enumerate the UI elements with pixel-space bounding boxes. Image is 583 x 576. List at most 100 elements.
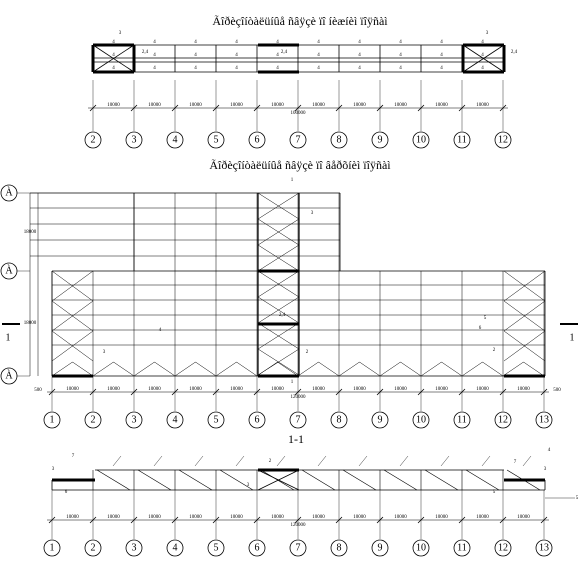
label: 1 — [291, 178, 294, 183]
label: 5 — [214, 414, 219, 425]
label: 4 — [399, 53, 402, 58]
label: 7 — [514, 460, 517, 465]
label: 3 — [103, 350, 106, 355]
label: 10000 — [476, 103, 489, 108]
label: 10000 — [476, 515, 489, 520]
axis-bubble — [453, 411, 471, 429]
axis-bubble — [494, 131, 512, 149]
label: 6 — [479, 326, 482, 331]
axis-bubble — [289, 131, 307, 149]
label: 10000 — [394, 103, 407, 108]
line — [342, 469, 377, 491]
axis-bubble — [248, 539, 266, 557]
label: 4 — [317, 53, 320, 58]
label: 1 — [6, 332, 11, 343]
label: 4 — [153, 40, 156, 45]
line — [317, 455, 327, 467]
label: 4 — [173, 134, 178, 145]
label: 4 — [548, 448, 551, 453]
section-label: 1-1 — [288, 432, 304, 446]
axis-bubble — [207, 131, 225, 149]
label: 13 — [539, 414, 549, 425]
label: 10 — [416, 542, 426, 553]
label: 4 — [276, 66, 279, 71]
label: 3 — [311, 211, 314, 216]
label: 13 — [539, 542, 549, 553]
label: 4 — [317, 66, 320, 71]
label: 10000 — [230, 515, 243, 520]
line — [506, 469, 541, 491]
label: 4 — [194, 40, 197, 45]
label: 4 — [235, 40, 238, 45]
line — [276, 455, 286, 467]
axis-bubble — [453, 131, 471, 149]
label: 8 — [337, 542, 342, 553]
label: 4 — [276, 53, 279, 58]
label: 4 — [194, 66, 197, 71]
label: 10000 — [353, 387, 366, 392]
label: 4 — [481, 53, 484, 58]
label: 2 — [493, 348, 496, 353]
axis-bubble — [330, 411, 348, 429]
label: 9 — [378, 542, 383, 553]
label: 10000 — [353, 103, 366, 108]
line — [137, 469, 172, 491]
label: 10000 — [517, 515, 530, 520]
label: 10000 — [271, 387, 284, 392]
line — [503, 300, 546, 332]
label: 10000 — [107, 515, 120, 520]
label: 6 — [65, 490, 68, 495]
label: 5 — [214, 134, 219, 145]
label: 7 — [296, 134, 301, 145]
line — [96, 469, 131, 491]
axis-bubble — [84, 131, 102, 149]
label: 120000 — [291, 523, 307, 528]
label: 1 — [570, 332, 575, 343]
axis-bubble — [412, 539, 430, 557]
label: 10000 — [312, 515, 325, 520]
label: 3 — [486, 31, 489, 36]
label: 10000 — [148, 387, 161, 392]
label: À — [5, 186, 13, 198]
label: 10000 — [148, 103, 161, 108]
label: 2,4 — [142, 50, 149, 55]
label: 5 — [493, 490, 496, 495]
line — [522, 455, 532, 467]
axis-bubble — [248, 131, 266, 149]
label: 2 — [91, 134, 96, 145]
label: 8 — [337, 414, 342, 425]
label: 10000 — [271, 103, 284, 108]
label: 6 — [255, 134, 260, 145]
label: 4 — [399, 40, 402, 45]
label: 1 — [50, 542, 55, 553]
label: 12 — [498, 134, 508, 145]
axis-bubble — [207, 539, 225, 557]
label: 11 — [457, 414, 467, 425]
label: 7 — [296, 414, 301, 425]
line — [219, 469, 254, 491]
label: 4 — [440, 66, 443, 71]
label: 2 — [269, 459, 272, 464]
label: 10000 — [66, 387, 79, 392]
label: 5 — [484, 316, 487, 321]
label: 2 — [306, 350, 309, 355]
label: 10000 — [148, 515, 161, 520]
axis-bubble — [494, 411, 512, 429]
axis-bubble — [125, 411, 143, 429]
line — [257, 270, 300, 298]
label: 4 — [235, 66, 238, 71]
axis-bubble — [125, 131, 143, 149]
axis-bubble — [166, 131, 184, 149]
label: 3 — [52, 467, 55, 472]
label: 10000 — [476, 387, 489, 392]
label: 4 — [112, 40, 115, 45]
label: 4 — [153, 66, 156, 71]
axis-bubble — [535, 411, 553, 429]
label: 10 — [416, 414, 426, 425]
label: À — [5, 369, 13, 381]
label: 10000 — [66, 515, 79, 520]
label: 11 — [457, 542, 467, 553]
line — [260, 469, 295, 491]
axis-bubble — [289, 539, 307, 557]
